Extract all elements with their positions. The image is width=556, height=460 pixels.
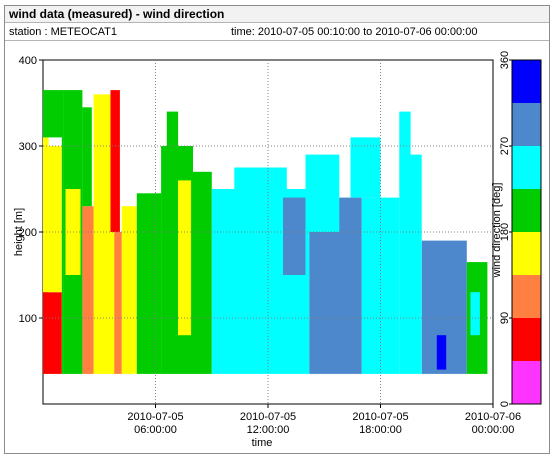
heatmap-cell [283, 197, 306, 275]
heatmap-cell [234, 167, 287, 189]
heatmap-cell [43, 292, 62, 374]
y-tick-label: 200 [19, 227, 37, 239]
heatmap-cell [110, 90, 120, 232]
heatmap-cell [305, 154, 340, 232]
colorbar: 0 90 180 270 360 [499, 51, 542, 407]
heatmap-cell [410, 154, 422, 374]
y-tick-label: 400 [19, 55, 37, 67]
colorbar-label: wind direction [deg] [491, 183, 503, 279]
colorbar-tick-label: 90 [499, 312, 511, 324]
x-axis-label: time [252, 437, 273, 449]
heatmap-cell [399, 111, 411, 374]
x-tick-label-time: 00:00:00 [472, 424, 515, 436]
heatmap-cell [43, 90, 58, 138]
heatmap-cell [93, 94, 117, 374]
y-tick-label: 300 [19, 141, 37, 153]
colorbar-tick-label: 270 [499, 137, 511, 155]
heatmap-cell [193, 171, 212, 374]
heatmap-cell [114, 232, 122, 374]
heatmap-cell [82, 206, 94, 374]
colorbar-segment [512, 232, 541, 275]
grid-lines [43, 60, 493, 404]
colorbar-tick-label: 180 [499, 223, 511, 241]
y-tick-label: 100 [19, 313, 37, 325]
heatmap-cell [48, 146, 62, 293]
heatmap-cell [350, 137, 381, 198]
colorbar-segment [512, 103, 541, 146]
heatmap-cell [43, 137, 49, 374]
colorbar-segment [512, 189, 541, 232]
station-label: station : METEOCAT1 [9, 26, 117, 38]
chart-title: wind data (measured) - wind direction [5, 6, 549, 23]
info-bar: station : METEOCAT1 time: 2010-07-05 00:… [5, 24, 549, 41]
heatmap-cell [58, 90, 64, 138]
heatmap-cell [166, 111, 179, 146]
heatmap-cell [178, 180, 192, 336]
colorbar-segment [512, 318, 541, 361]
colorbar-segment [512, 361, 541, 404]
heatmap-cell [470, 292, 480, 336]
x-tick-label-date: 2010-07-06 [465, 411, 521, 423]
x-tick-label-date: 2010-07-05 [352, 411, 408, 423]
x-tick-label-date: 2010-07-05 [127, 411, 183, 423]
time-range-label: time: 2010-07-05 00:10:00 to 2010-07-06 … [231, 26, 478, 38]
heatmap-cell [436, 335, 447, 370]
heatmap-cell [61, 90, 64, 374]
x-tick-label-time: 06:00:00 [134, 424, 177, 436]
x-axis-ticks: 2010-07-0506:00:002010-07-0512:00:002010… [127, 404, 521, 436]
heatmap-cell [82, 107, 92, 207]
y-axis-ticks: 100 200 300 400 [19, 55, 43, 325]
x-tick-label-time: 12:00:00 [247, 424, 290, 436]
y-axis-label: height [m] [13, 208, 25, 256]
x-tick-label-date: 2010-07-05 [240, 411, 296, 423]
heatmap-cell [136, 193, 162, 374]
colorbar-tick-label: 0 [499, 401, 511, 407]
colorbar-segment [512, 60, 541, 103]
heatmap-cell [121, 206, 137, 374]
colorbar-segment [512, 146, 541, 189]
heatmap-cells [43, 90, 488, 374]
x-tick-label-time: 18:00:00 [359, 424, 402, 436]
colorbar-tick-label: 360 [499, 51, 511, 69]
colorbar-segment [512, 275, 541, 318]
